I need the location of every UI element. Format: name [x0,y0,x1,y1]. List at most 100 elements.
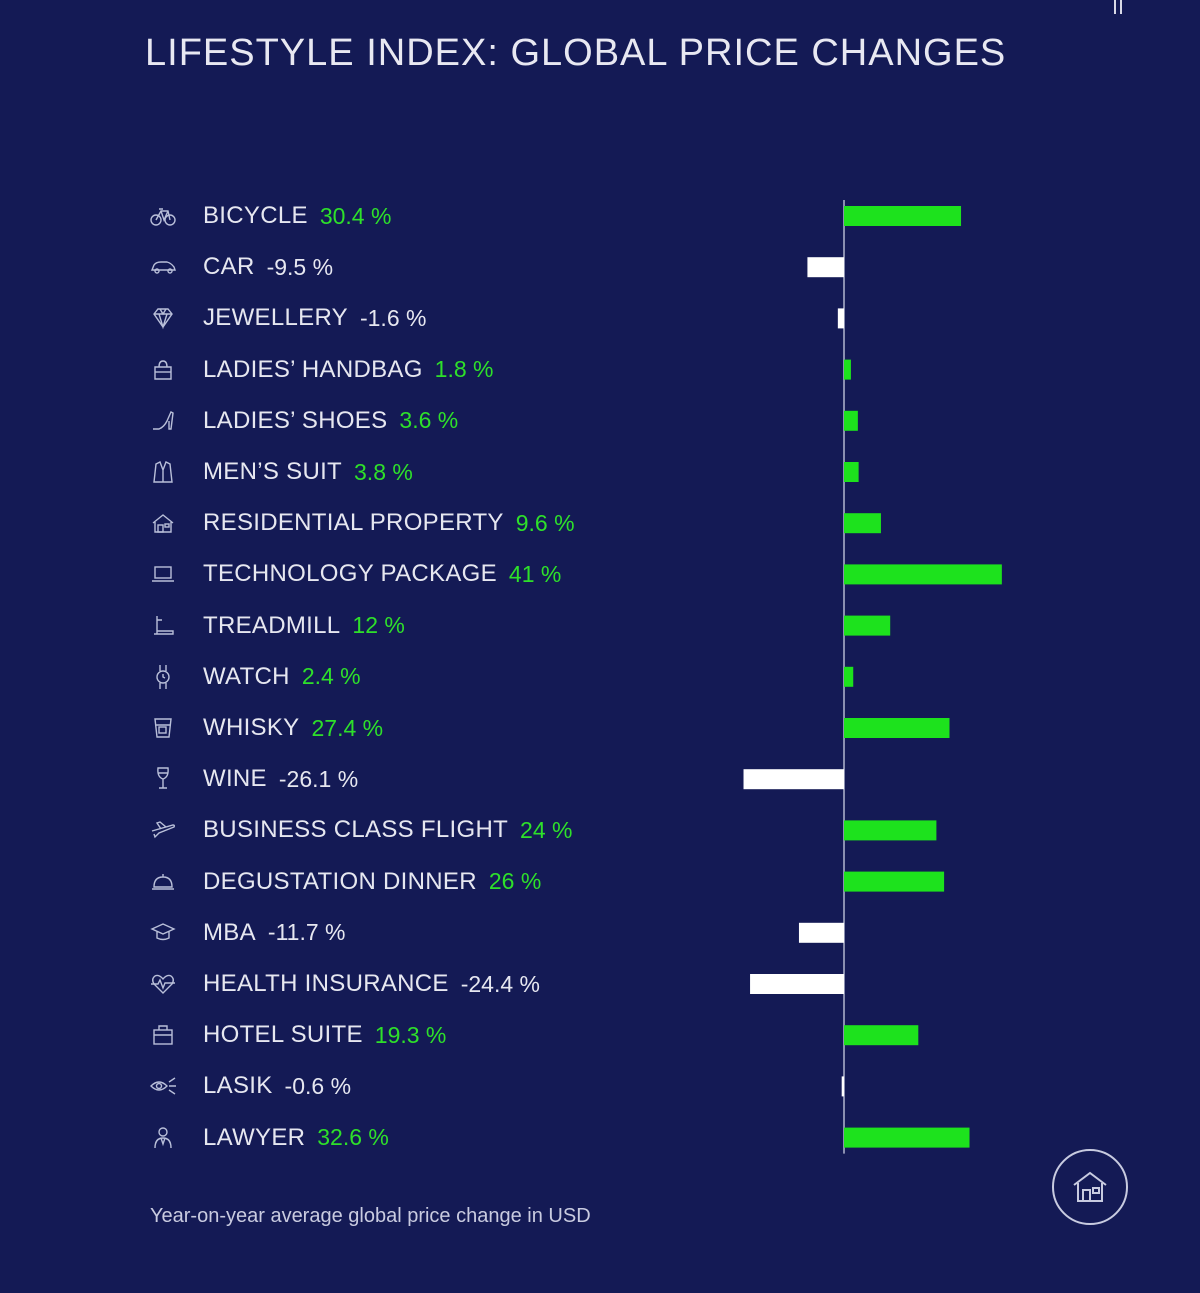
data-label: 1.8 % [434,356,494,383]
chart-row: HEALTH INSURANCE -24.4 % [145,964,540,1004]
bar [844,206,962,226]
bar [798,922,844,943]
category-label: BICYCLE [203,202,308,229]
bar [844,359,851,380]
data-label: 24 % [520,816,573,843]
bar [844,564,1002,585]
laptop-icon [145,559,181,589]
home-button[interactable] [1052,1149,1128,1225]
chart-row: MEN’S SUIT 3.8 % [145,452,413,492]
data-label: 41 % [508,560,562,587]
category-label: LADIES’ HANDBAG [203,355,423,383]
category-label: CAR [203,253,255,281]
heartbeat-icon [145,969,181,999]
footnote: Year-on-year average global price change… [150,1205,591,1227]
chart-row: WATCH 2.4 % [145,657,361,697]
suitcase-icon [145,1020,181,1050]
category-label: WINE [203,765,267,793]
category-label: HEALTH INSURANCE [203,970,449,997]
chart-row: TREADMILL 12 % [145,606,405,646]
category-label: MBA [203,918,256,946]
category-label: TECHNOLOGY PACKAGE [203,560,497,588]
bar [844,462,859,482]
data-label: 27.4 % [311,714,384,741]
bar [844,1127,970,1148]
data-label: -9.5 % [266,253,334,280]
chart-row: LADIES’ HANDBAG 1.8 % [145,350,494,390]
data-label: 9.6 % [515,509,575,536]
data-label: 32.6 % [317,1124,389,1151]
suit-icon [145,457,181,487]
data-label: 30.4 % [319,202,392,229]
chart-row: LASIK -0.6 % [145,1066,351,1106]
chart-row: RESIDENTIAL PROPERTY 9.6 % [145,503,575,543]
category-label: WHISKY [203,714,300,741]
watch-icon [145,662,181,692]
bar [743,769,844,790]
category-label: DEGUSTATION DINNER [203,867,477,895]
bar [750,974,844,994]
chart-row: LAWYER 32.6 % [145,1118,389,1158]
chart-row: MBA -11.7 % [145,913,345,953]
data-label: -1.6 % [359,304,427,331]
chart-row: TECHNOLOGY PACKAGE 41 % [145,554,561,594]
chart-row: CAR -9.5 % [145,247,333,287]
bar [844,615,891,636]
diamond-icon [145,303,181,333]
wine-glass-icon [145,764,181,794]
eye-laser-icon [145,1071,181,1101]
bar [844,513,881,534]
data-label: 3.8 % [354,458,413,485]
category-label: TREADMILL [203,611,341,639]
bicycle-icon [145,201,181,231]
chart-row: WINE -26.1 % [145,759,358,799]
handbag-icon [145,355,181,385]
bar [844,718,950,738]
chart-row: BUSINESS CLASS FLIGHT 24 % [145,810,572,850]
page-title: LIFESTYLE INDEX: GLOBAL PRICE CHANGES [145,32,1007,74]
category-label: RESIDENTIAL PROPERTY [203,509,504,537]
lawyer-icon [145,1123,181,1153]
category-label: LASIK [203,1072,273,1100]
data-label: 2.4 % [301,663,361,690]
data-label: -26.1 % [278,765,359,792]
data-label: -0.6 % [284,1072,352,1099]
data-label: 19.3 % [374,1021,447,1048]
category-label: LADIES’ SHOES [203,406,388,434]
chart-row: LADIES’ SHOES 3.6 % [145,401,458,441]
airplane-icon [145,815,181,845]
chart-row: BICYCLE 30.4 % [145,196,391,236]
data-label: 12 % [352,612,405,639]
category-label: WATCH [203,662,290,690]
bar [844,410,858,431]
home-icon [1073,1171,1107,1202]
category-label: LAWYER [203,1123,306,1151]
bar [837,308,844,329]
bar [844,820,937,841]
chart-row: HOTEL SUITE 19.3 % [145,1015,446,1055]
treadmill-icon [145,611,181,641]
chart-row: DEGUSTATION DINNER 26 % [145,862,541,902]
data-label: 26 % [488,868,542,895]
category-label: JEWELLERY [203,304,348,332]
high-heel-icon [145,406,181,436]
cloche-icon [145,867,181,897]
bar [844,666,854,687]
data-label: -11.7 % [267,919,346,946]
chart-row: JEWELLERY -1.6 % [145,298,426,338]
bar [844,1025,919,1046]
graduation-cap-icon [145,918,181,948]
car-icon [145,252,181,282]
whisky-glass-icon [145,713,181,743]
page-marker [1114,0,1122,14]
data-label: -24.4 % [460,970,540,997]
category-label: HOTEL SUITE [203,1021,363,1049]
bar [841,1076,844,1097]
bar [844,871,945,892]
data-label: 3.6 % [399,407,459,434]
chart-row: WHISKY 27.4 % [145,708,383,748]
category-label: BUSINESS CLASS FLIGHT [203,816,509,844]
bar [807,257,844,278]
house-icon [145,508,181,538]
